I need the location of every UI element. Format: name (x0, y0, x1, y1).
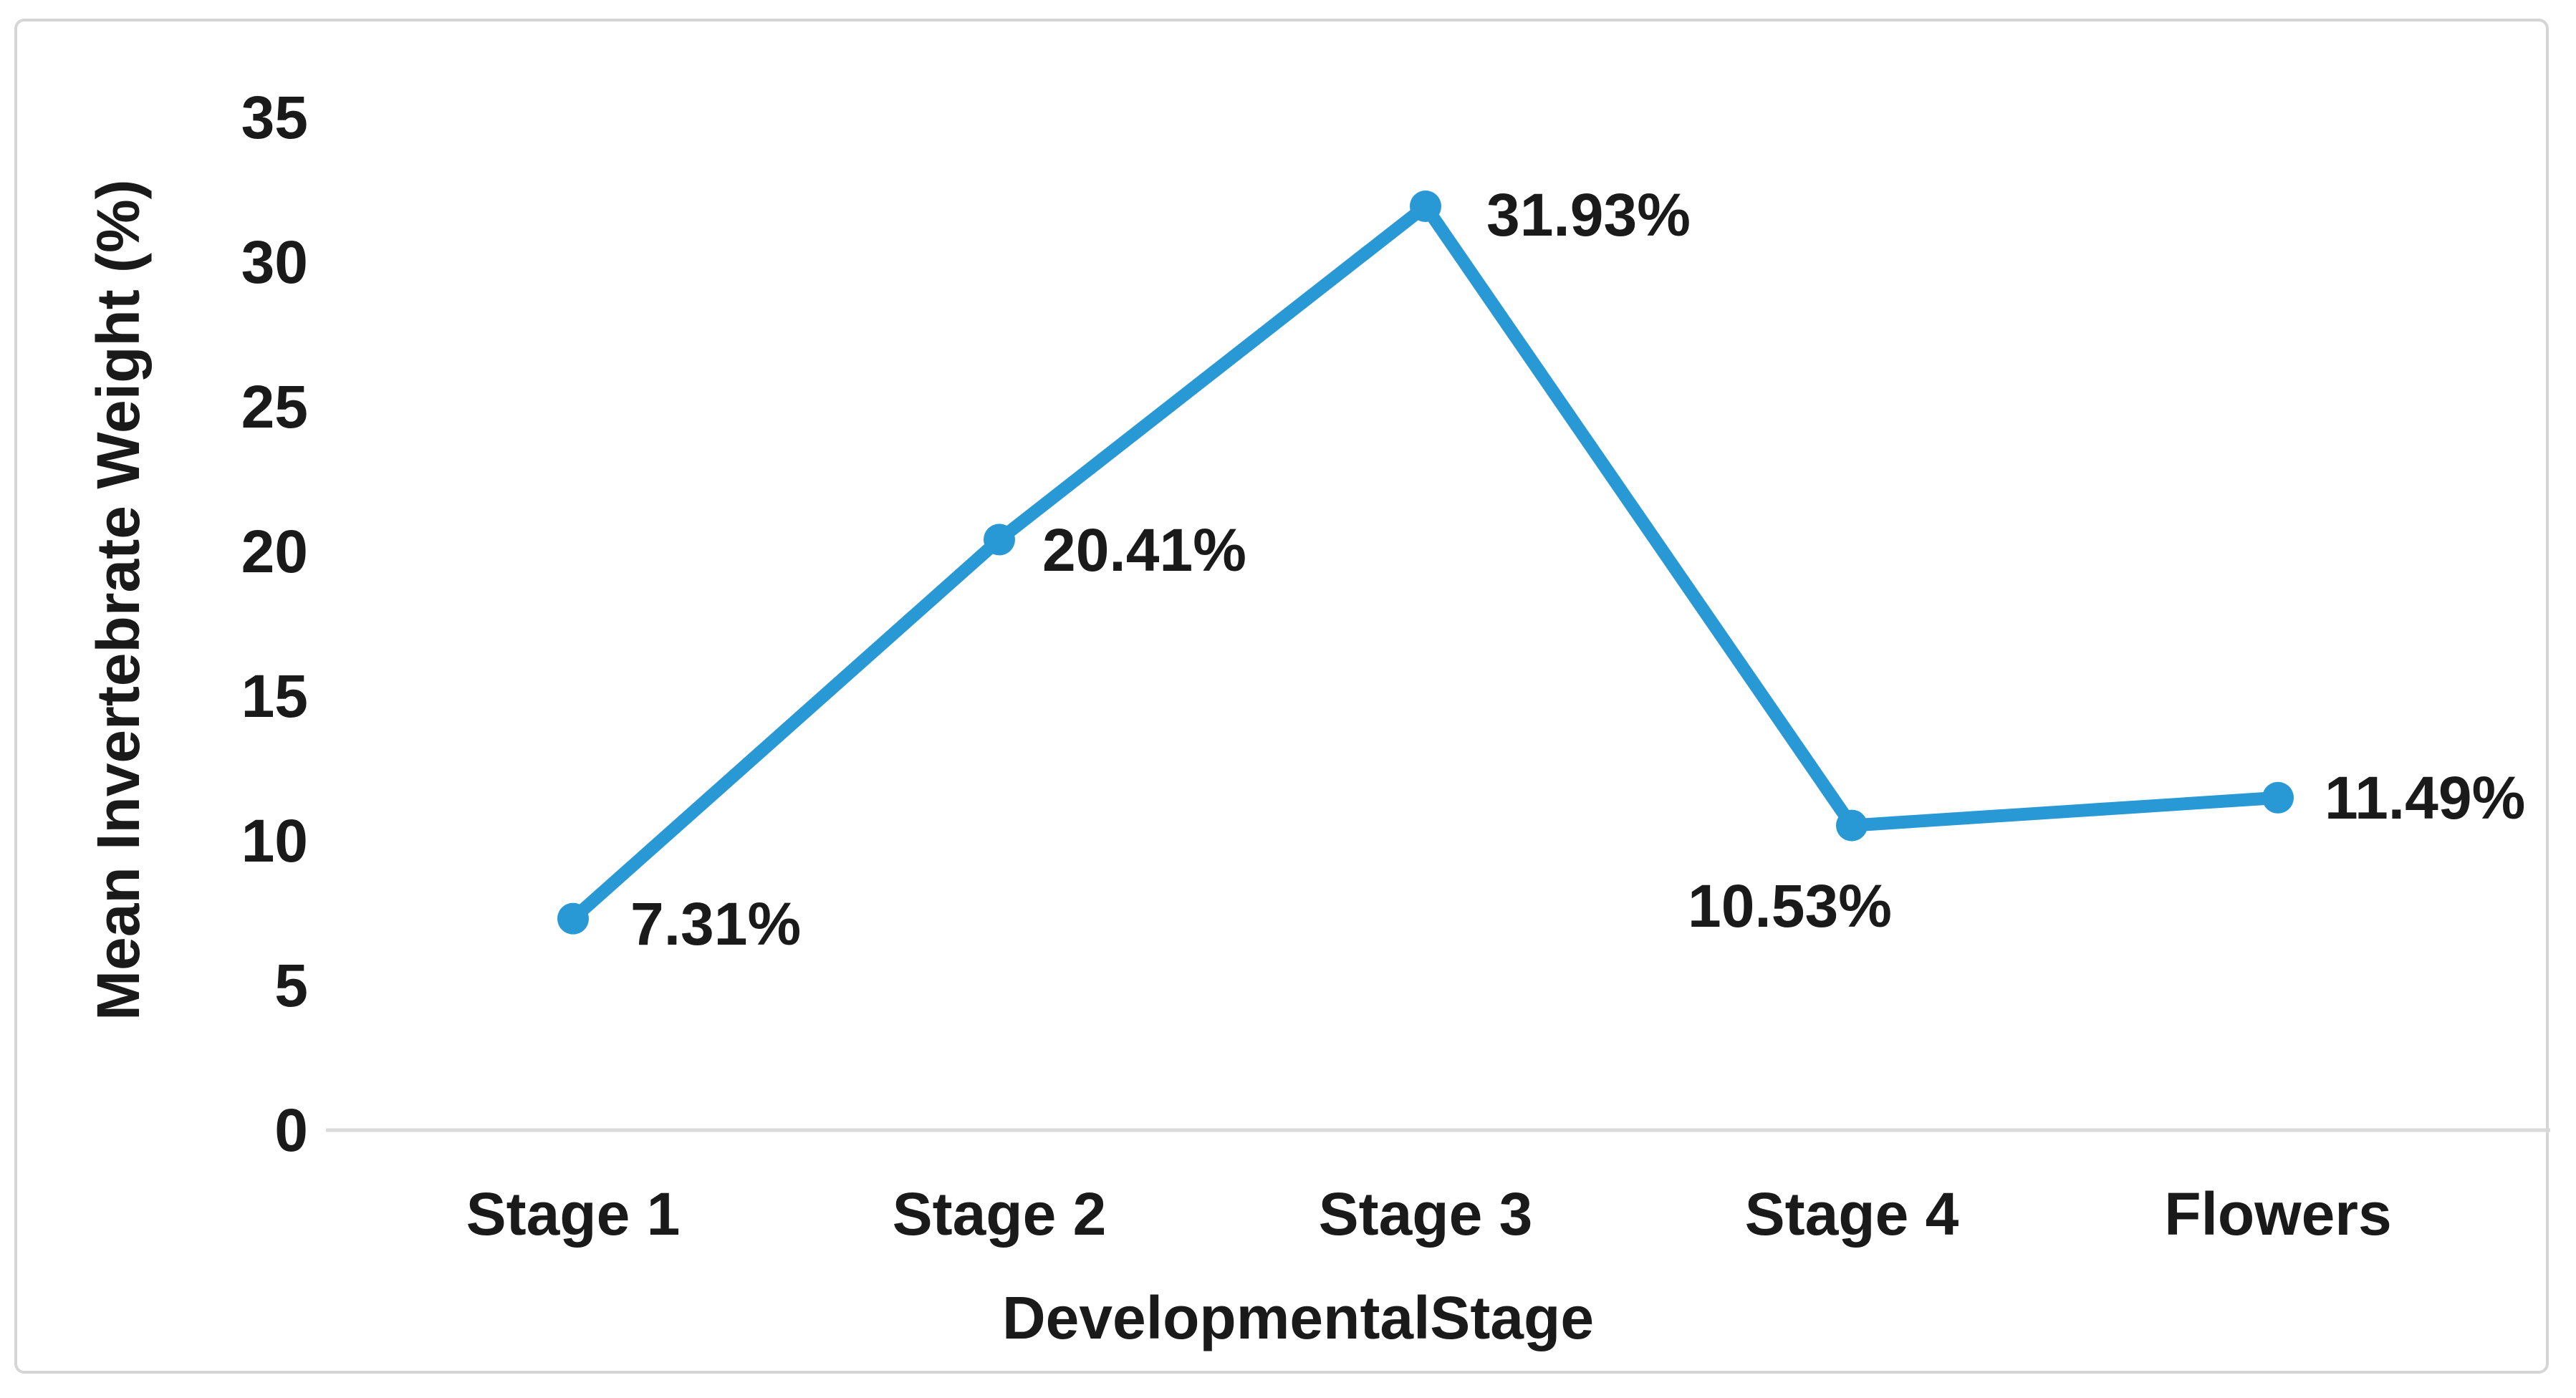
x-category-label-stage-3: Stage 3 (1318, 1180, 1533, 1248)
data-point-label-stage-4: 10.53% (1688, 872, 1892, 940)
x-axis-title: Developmental Stage (1001, 1284, 1595, 1351)
y-tick-label-15: 15 (241, 662, 308, 730)
data-point-label-stage-2: 20.41% (1042, 516, 1246, 584)
y-tick-label-10: 10 (241, 807, 308, 874)
y-tick-label-30: 30 (241, 228, 308, 296)
figure-border (14, 19, 2549, 1374)
data-point-label-flowers: 11.49% (2325, 764, 2526, 831)
data-series-line (567, 200, 2284, 925)
x-category-label-stage-1: Stage 1 (466, 1180, 681, 1248)
data-point-label-stage-3: 31.93% (1486, 181, 1691, 249)
y-tick-label-20: 20 (241, 518, 308, 585)
data-point-marker-4 (1836, 809, 1868, 842)
data-point-label-stage-1: 7.31% (630, 890, 802, 958)
data-point-marker-2 (984, 524, 1015, 556)
y-tick-label-0: 0 (274, 1096, 308, 1164)
y-axis-title: Mean Invertebrate Weight (%) (85, 179, 152, 1021)
data-point-marker-3 (1410, 191, 1441, 223)
y-tick-label-35: 35 (241, 84, 308, 151)
x-category-label-stage-2: Stage 2 (892, 1180, 1107, 1248)
y-tick-label-25: 25 (241, 373, 308, 440)
x-category-label-stage-4: Stage 4 (1744, 1180, 1959, 1248)
data-point-marker-5 (2262, 781, 2294, 814)
data-point-marker-1 (557, 902, 589, 935)
x-category-label-flowers: Flowers (2164, 1180, 2392, 1248)
y-tick-label-5: 5 (274, 952, 308, 1019)
